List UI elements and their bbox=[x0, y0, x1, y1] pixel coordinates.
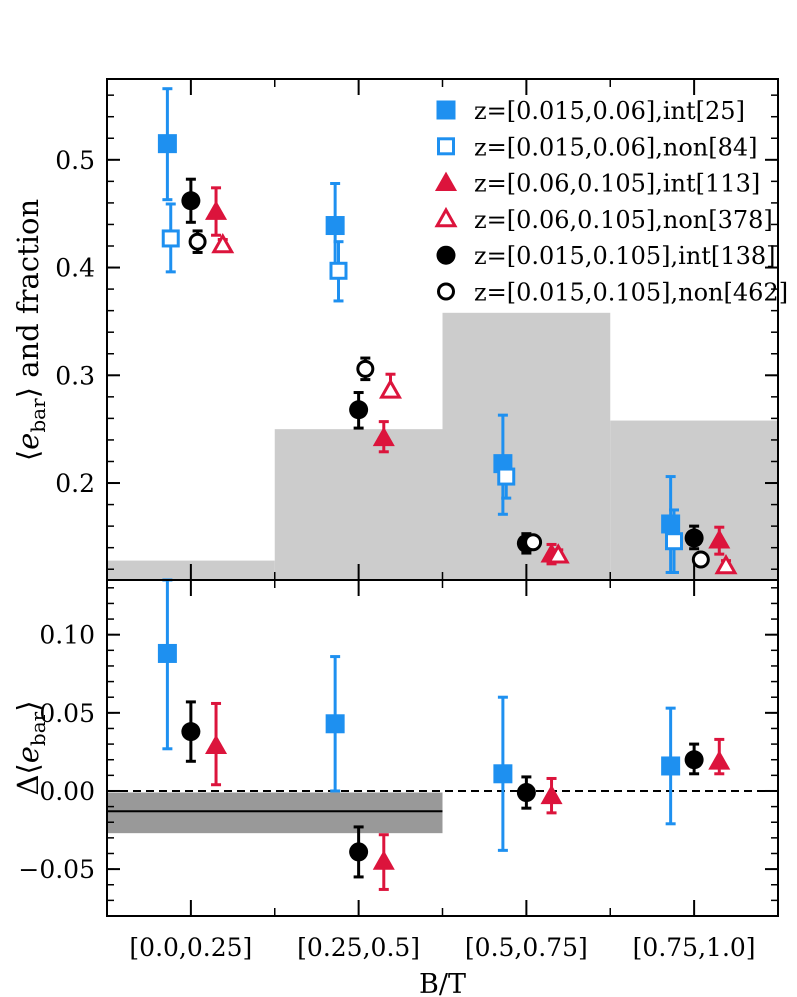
bottom-axes-frame bbox=[106, 579, 779, 917]
x-tick-label: [0.5,0.75] bbox=[465, 933, 588, 962]
y-tick-label: 0.00 bbox=[39, 777, 95, 806]
x-axis-label: B/T bbox=[419, 969, 466, 997]
y-label-subscript: bar bbox=[26, 398, 50, 433]
square-marker bbox=[329, 261, 348, 280]
y-label-prefix: Δ⟨ bbox=[11, 763, 45, 795]
x-tick-label: [0.75,1.0] bbox=[633, 933, 756, 962]
circle-marker bbox=[349, 842, 369, 862]
y-tick-label: 0.05 bbox=[39, 699, 95, 728]
triangle-marker bbox=[708, 529, 731, 549]
y-label-suffix: ⟩ and fraction bbox=[11, 199, 45, 398]
legend-label: z=[0.015,0.06],int[25] bbox=[474, 97, 745, 125]
top-y-axis: 0.2 0.3 0.4 0.5 bbox=[55, 94, 778, 570]
y-tick-label: 0.2 bbox=[55, 469, 95, 498]
circle-marker bbox=[349, 400, 369, 420]
bottom-series-1 bbox=[181, 700, 704, 879]
top-series-5 bbox=[188, 229, 710, 569]
y-tick-label: 0.10 bbox=[39, 621, 95, 650]
circle-marker bbox=[356, 359, 375, 378]
circle-marker bbox=[188, 232, 207, 251]
legend-label: z=[0.015,0.105],non[462] bbox=[474, 279, 788, 307]
histogram-bar bbox=[610, 420, 778, 580]
histogram-bar bbox=[274, 429, 443, 580]
top-series-3 bbox=[211, 232, 738, 575]
circle-marker bbox=[436, 245, 456, 265]
square-marker bbox=[157, 134, 177, 154]
triangle-marker bbox=[378, 378, 402, 399]
triangle-marker bbox=[434, 206, 458, 228]
y-tick-label: 0.4 bbox=[55, 254, 95, 283]
bottom-y-axis-label: Δ⟨ebar⟩ bbox=[11, 700, 50, 795]
triangle-marker bbox=[205, 200, 228, 220]
square-marker bbox=[325, 714, 345, 734]
square-marker bbox=[497, 467, 516, 486]
top-series-4 bbox=[181, 177, 704, 555]
square-marker bbox=[157, 643, 177, 663]
triangle-marker bbox=[372, 426, 395, 447]
x-ticks-1 bbox=[189, 580, 696, 916]
bottom-y-axis: −0.05 0.00 0.05 0.10 bbox=[18, 587, 778, 902]
triangle-marker bbox=[434, 171, 458, 191]
y-tick-label: 0.3 bbox=[55, 361, 95, 390]
square-marker bbox=[661, 514, 681, 534]
x-tick-label: [0.0,0.25] bbox=[129, 933, 252, 962]
legend-label: z=[0.015,0.105],int[138] bbox=[474, 242, 775, 270]
legend-label: z=[0.06,0.105],int[113] bbox=[474, 170, 760, 198]
y-tick-label: 0.5 bbox=[55, 146, 95, 175]
circle-marker bbox=[181, 191, 201, 211]
square-marker bbox=[661, 756, 681, 776]
y-label-subscript: bar bbox=[26, 711, 50, 746]
square-marker bbox=[161, 229, 180, 248]
y-label-variable: e bbox=[11, 746, 45, 763]
circle-marker bbox=[437, 282, 455, 301]
circle-marker bbox=[684, 750, 704, 770]
legend: z=[0.015,0.06],int[25] z=[0.015,0.06],non… bbox=[434, 97, 788, 307]
y-label-prefix: ⟨ bbox=[11, 450, 45, 461]
triangle-marker bbox=[540, 784, 563, 805]
triangle-marker bbox=[372, 850, 395, 870]
circle-marker bbox=[691, 550, 710, 569]
circle-marker bbox=[684, 528, 704, 548]
circle-marker bbox=[181, 722, 201, 742]
legend-label: z=[0.06,0.105],non[378] bbox=[474, 206, 773, 234]
triangle-marker bbox=[546, 543, 570, 564]
triangle-marker bbox=[211, 232, 235, 254]
square-marker bbox=[436, 100, 456, 120]
triangle-marker bbox=[714, 554, 738, 575]
x-ticks-0 bbox=[189, 79, 696, 580]
circle-marker bbox=[516, 783, 536, 803]
square-marker bbox=[437, 137, 455, 156]
top-y-axis-label: ⟨ebar⟩ and fraction bbox=[11, 199, 50, 461]
bottom-series-2 bbox=[205, 701, 731, 891]
square-marker bbox=[325, 216, 345, 236]
legend-label: z=[0.015,0.06],non[84] bbox=[474, 133, 758, 161]
y-tick-label: −0.05 bbox=[18, 855, 95, 884]
square-marker bbox=[493, 764, 513, 784]
square-marker bbox=[664, 532, 683, 551]
x-tick-label: [0.25,0.5] bbox=[297, 933, 420, 962]
y-label-suffix: ⟩ bbox=[11, 700, 45, 711]
bottom-series-0 bbox=[157, 578, 681, 852]
y-label-variable: e bbox=[11, 433, 45, 450]
top-series-1 bbox=[161, 202, 683, 574]
triangle-marker bbox=[708, 750, 731, 770]
circle-marker bbox=[524, 533, 543, 552]
mean-band bbox=[107, 792, 443, 834]
triangle-marker bbox=[205, 734, 228, 755]
